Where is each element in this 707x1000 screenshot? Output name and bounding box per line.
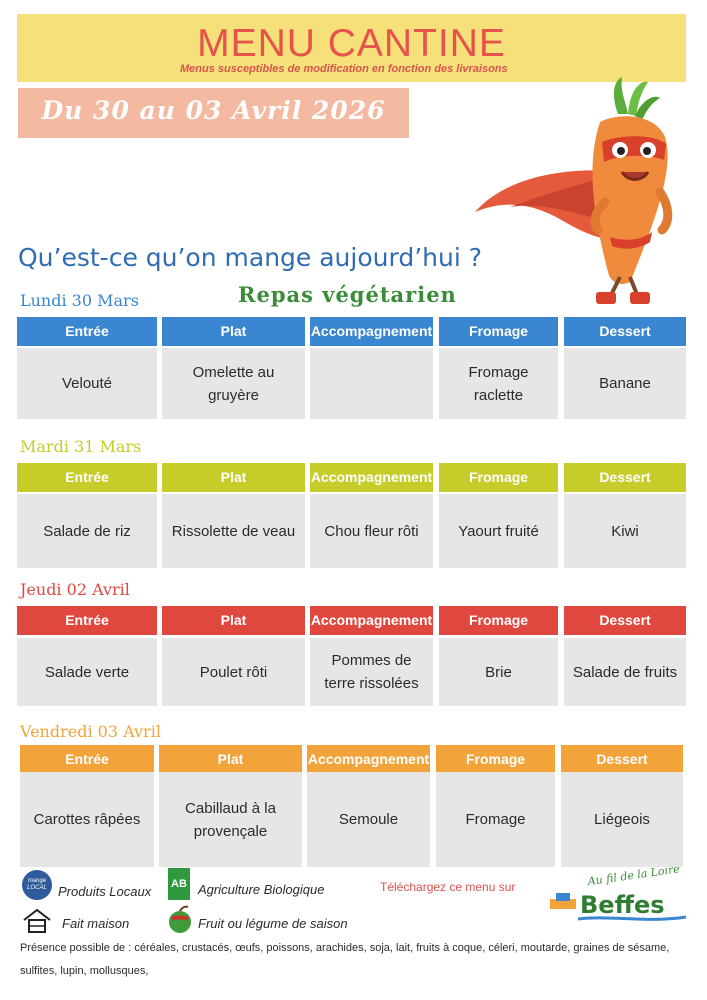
allergen-line-1: Présence possible de : céréales, crustac…	[20, 942, 670, 954]
vegetarian-label: Repas végétarien	[238, 282, 457, 307]
menu-item-text: Kiwi	[611, 522, 639, 540]
legend-seasonal: Fruit ou légume de saison	[198, 916, 348, 931]
column-header-accompagnement: Accompagnement	[310, 606, 433, 635]
date-range: Du 30 au 03 Avril 2026	[41, 96, 386, 125]
column-header-accompagnement: Accompagnement	[310, 463, 433, 492]
day-label: Mardi 31 Mars	[20, 437, 142, 456]
menu-item-text: Banane	[599, 375, 651, 392]
column-header-entre: Entrée	[20, 745, 154, 774]
day-label: Lundi 30 Mars	[20, 291, 139, 310]
menu-item-text: Fromage	[465, 811, 526, 828]
menu-cell: Poulet rôti	[162, 638, 305, 706]
menu-cell: Fromage	[436, 772, 555, 867]
column-header-dessert: Dessert	[564, 317, 686, 346]
menu-item-text: Omelette au gruyère	[192, 363, 275, 404]
legend-homemade: Fait maison	[62, 916, 130, 931]
menu-cell: Brie	[439, 638, 558, 706]
menu-cell: Semoule	[307, 772, 430, 867]
column-header-plat: Plat	[162, 606, 305, 635]
menu-cell: Omelette au gruyère	[162, 348, 305, 419]
house-icon	[23, 908, 51, 933]
menu-cell: Fromage raclette	[439, 348, 558, 419]
column-header-plat: Plat	[162, 463, 305, 492]
menu-item-text: Liégeois	[594, 811, 650, 828]
menu-item-text: Salade de riz	[43, 522, 131, 540]
seasonal-apple-icon	[169, 905, 191, 933]
column-header-dessert: Dessert	[564, 463, 686, 492]
day-label: Jeudi 02 Avril	[20, 580, 130, 599]
menu-item-text: Yaourt fruité	[458, 522, 539, 540]
menu-cell: Liégeois	[561, 772, 683, 867]
page-title: MENU CANTINE	[197, 22, 506, 65]
menu-cell: Carottes râpées	[20, 772, 154, 867]
menu-item-text: Salade verte	[44, 663, 130, 681]
menu-item-text: Brie	[485, 663, 512, 681]
column-header-accompagnement: Accompagnement	[310, 317, 433, 346]
menu-item-text: Velouté	[61, 375, 113, 392]
menu-cell: Yaourt fruité	[439, 494, 558, 568]
column-header-entre: Entrée	[17, 317, 157, 346]
menu-cell: Salade verte	[17, 638, 157, 706]
menu-item-text: Rissolette de veau	[171, 522, 296, 540]
legend-local: Produits Locaux	[58, 884, 152, 899]
local-badge-icon: mange LOCAL	[22, 870, 52, 900]
menu-item-text: Semoule	[338, 811, 399, 828]
menu-cell: Velouté	[17, 348, 157, 419]
column-header-entre: Entrée	[17, 463, 157, 492]
column-header-entre: Entrée	[17, 606, 157, 635]
allergen-line-2: sulfites, lupin, mollusques,	[20, 965, 149, 977]
column-header-fromage: Fromage	[439, 606, 558, 635]
day-label: Vendredi 03 Avril	[20, 722, 161, 741]
column-header-fromage: Fromage	[439, 463, 558, 492]
page-subtitle: Menus susceptibles de modification en fo…	[180, 63, 508, 75]
column-header-plat: Plat	[162, 317, 305, 346]
column-header-fromage: Fromage	[439, 317, 558, 346]
menu-cell: Kiwi	[564, 494, 686, 568]
menu-item-text: Poulet rôti	[199, 663, 268, 681]
menu-cell: Cabillaud à la provençale	[159, 772, 302, 867]
allergen-notice: Présence possible de : céréales, crustac…	[20, 937, 690, 983]
question-heading: Qu’est-ce qu’on mange aujourd’hui ?	[18, 243, 482, 272]
menu-item-text: Fromage raclette	[468, 363, 529, 404]
menu-item-text: Carottes râpées	[33, 811, 141, 828]
column-header-dessert: Dessert	[564, 606, 686, 635]
header-band	[17, 14, 686, 82]
date-band	[18, 88, 409, 138]
menu-cell: Pommes de terre rissolées	[310, 638, 433, 706]
column-header-fromage: Fromage	[436, 745, 555, 774]
menu-item-text: Chou fleur rôti	[324, 522, 419, 540]
menu-cell: Banane	[564, 348, 686, 419]
menu-cell: Salade de fruits	[564, 638, 686, 706]
menu-cell: Rissolette de veau	[162, 494, 305, 568]
beffes-logo: Au fil de la Loire Beffes	[550, 867, 687, 921]
organic-ab-icon: AB	[168, 868, 190, 900]
menu-item-text: Salade de fruits	[572, 663, 678, 681]
menu-cell: Salade de riz	[17, 494, 157, 568]
legend-organic: Agriculture Biologique	[198, 882, 325, 897]
menu-cell	[310, 348, 433, 419]
brand-tagline: Au fil de la Loire	[586, 867, 681, 888]
brand-name: Beffes	[580, 891, 665, 919]
download-text[interactable]: Téléchargez ce menu sur	[380, 880, 516, 894]
menu-cell: Chou fleur rôti	[310, 494, 433, 568]
carrot-mascot-icon	[475, 77, 673, 304]
column-header-plat: Plat	[159, 745, 302, 774]
menu-item-text: Pommes de terre rissolées	[324, 652, 419, 692]
menu-item-text: Cabillaud à la provençale	[185, 799, 276, 840]
column-header-dessert: Dessert	[561, 745, 683, 774]
column-header-accompagnement: Accompagnement	[307, 745, 430, 774]
